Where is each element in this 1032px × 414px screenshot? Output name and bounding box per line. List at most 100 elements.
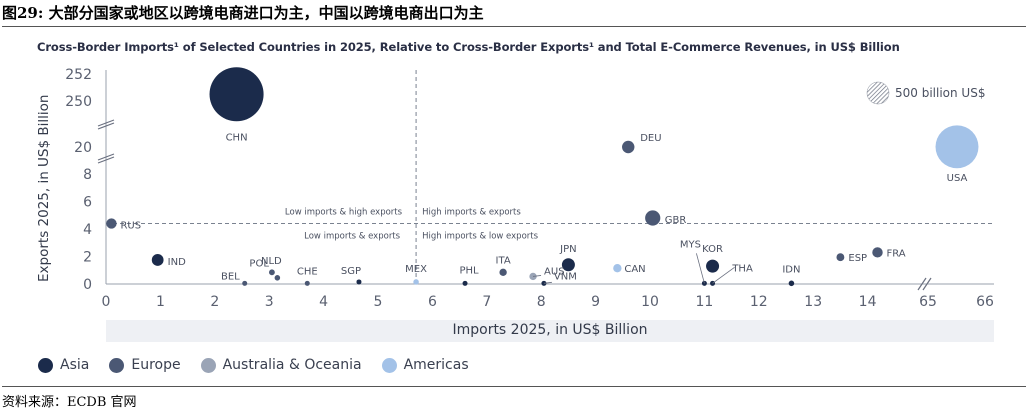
point-label-idn: IDN [782,264,800,275]
size-reference-label: 500 billion US$ [895,86,986,100]
y-tick-label: 2 [83,250,92,266]
leader-line-vnm [543,281,552,284]
x-tick-label: 10 [641,294,659,310]
y-tick-label: 0 [83,277,92,293]
point-can [613,264,622,273]
x-tick-label: 66 [976,294,994,310]
source-note: 资料来源：ECDB 官网 [2,395,137,410]
point-idn [788,280,795,287]
quadrant-label-bottom-right: High imports & low exports [422,232,539,242]
x-axis-break-mark [922,277,932,291]
bottom-rule [2,386,1026,387]
point-label-gbr: GBR [665,215,687,226]
y-axis-break-mark [97,119,115,127]
x-tick-label: 7 [482,294,491,310]
point-jpn [561,258,575,272]
point-label-deu: DEU [640,133,661,144]
chart-title: Cross-Border Imports¹ of Selected Countr… [37,40,900,54]
legend: Asia Europe Australia & Oceania Americas [38,357,489,373]
x-tick-label: 3 [265,294,274,310]
point-label-che: CHE [297,266,318,277]
point-gbr [645,210,661,226]
point-che [304,280,310,286]
x-tick-label: 6 [428,294,437,310]
x-tick-label: 65 [919,294,937,310]
legend-swatch-oceania [200,357,216,373]
y-tick-label: 252 [65,67,92,83]
quadrant-label-top-right: High imports & exports [422,208,521,218]
quadrant-label-top-left: Low imports & high exports [285,208,403,218]
figure-title: 图29: 大部分国家或地区以跨境电商进口为主，中国以跨境电商出口为主 [2,4,484,22]
quadrant-label-bottom-left: Low imports & exports [304,232,400,242]
legend-label-americas: Americas [403,357,469,373]
legend-label-oceania: Australia & Oceania [222,357,362,373]
point-pol [269,269,275,276]
x-tick-label: 14 [859,294,877,310]
point-nld [274,275,281,281]
point-label-fra: FRA [887,248,906,259]
x-tick-label: 1 [156,294,165,310]
point-rus [106,218,117,229]
point-label-vnm: VNM [554,271,577,282]
point-ita [499,268,507,276]
legend-label-asia: Asia [60,357,90,373]
point-kor [706,259,720,273]
point-label-chn: CHN [226,132,248,143]
leader-line-mys [696,253,705,284]
point-label-aus: AUS [544,266,565,277]
point-label-nld: NLD [261,256,282,267]
x-axis-title-band: Imports 2025, in US$ Billion [106,320,994,342]
legend-swatch-europe [109,357,125,373]
point-label-bel: BEL [221,271,240,282]
x-tick-label: 2 [210,294,219,310]
point-label-sgp: SGP [341,266,361,277]
point-sgp [356,279,362,285]
point-label-mys: MYS [680,239,701,250]
point-label-esp: ESP [848,253,867,264]
x-tick-label: 5 [374,294,383,310]
x-tick-label: 8 [537,294,546,310]
point-chn [209,67,264,122]
point-label-tha: THA [731,263,753,274]
legend-item-asia: Asia [38,357,89,373]
point-usa [935,125,979,169]
y-axis-break-mark [97,153,115,161]
point-fra [872,247,883,258]
legend-item-americas: Americas [381,357,469,373]
point-ind [151,254,164,266]
size-reference-bubble [866,81,890,105]
y-tick-label: 20 [74,140,92,156]
x-tick-label: 11 [695,294,713,310]
point-esp [836,253,845,262]
point-label-phl: PHL [459,265,479,276]
top-rule [2,26,1026,27]
y-tick-label: 6 [83,195,92,211]
x-axis-title: Imports 2025, in US$ Billion [452,322,648,338]
point-label-mex: MEX [405,264,427,275]
leader-line-tha [712,266,735,284]
legend-swatch-asia [38,357,53,373]
point-bel [242,280,248,286]
legend-item-oceania: Australia & Oceania [200,357,362,373]
point-mex [413,279,419,285]
point-label-kor: KOR [702,244,723,255]
point-label-rus: RUS [120,221,141,232]
legend-item-europe: Europe [109,357,181,373]
y-tick-label: 8 [83,167,92,183]
y-tick-label: 4 [83,222,92,238]
y-axis-break-mark [97,122,115,130]
point-label-ita: ITA [496,255,511,266]
x-tick-label: 4 [319,294,328,310]
x-tick-label: 0 [102,294,111,310]
point-label-ind: IND [168,257,186,268]
legend-label-europe: Europe [131,357,181,373]
point-label-pol: POL [249,258,269,269]
x-tick-label: 12 [750,294,768,310]
leader-line-aus [532,275,542,277]
y-axis-title: Exports 2025, in US$ Billion [36,94,52,282]
legend-swatch-americas [381,357,397,373]
point-phl [462,280,468,286]
point-label-can: CAN [624,264,645,275]
y-axis-break-mark [97,156,115,164]
